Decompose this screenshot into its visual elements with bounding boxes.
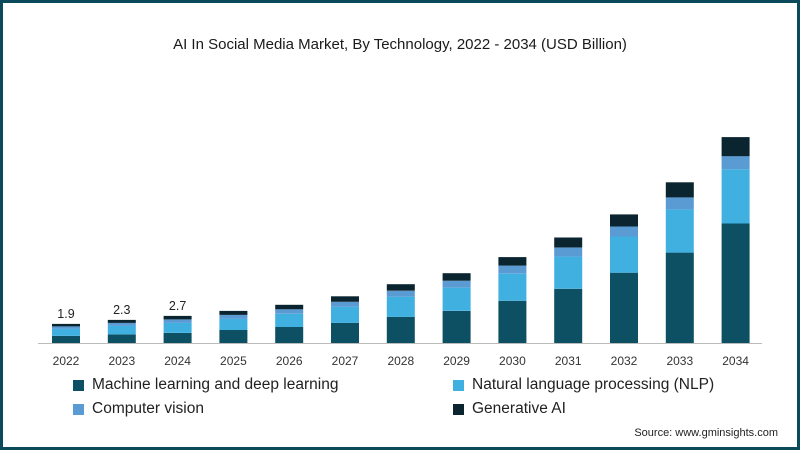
bar-2032-series-3 [610, 214, 638, 227]
bar-2024-series-3 [163, 315, 192, 320]
bar-2027-series-2 [331, 301, 359, 307]
legend-label-genai: Generative AI [472, 400, 566, 417]
bar-2024-series-1 [163, 322, 192, 333]
bar-2031-series-2 [554, 247, 583, 257]
x-tick-2033: 2033 [666, 354, 693, 368]
legend-swatch-cv [73, 403, 84, 415]
bar-2022-series-0 [52, 336, 80, 343]
bar-2030-series-3 [498, 257, 527, 266]
x-tick-labels: 2022 2023 2024 2025 2026 2027 2028 2029 2030 2031… [53, 354, 750, 368]
bar-2033-series-3 [665, 182, 694, 198]
bar-2024-series-0 [163, 333, 192, 343]
x-tick-2032: 2032 [611, 354, 638, 368]
bar-2032-series-0 [610, 272, 638, 343]
bar-2023-series-1 [107, 325, 136, 335]
bar-2032-series-1 [610, 236, 638, 273]
bar-2023-series-2 [107, 322, 136, 326]
bar-2023-series-3 [107, 319, 136, 323]
data-labels: 1.9 2.3 2.7 [57, 299, 186, 321]
bar-2029-series-3 [442, 273, 471, 281]
x-tick-2027: 2027 [332, 354, 359, 368]
bar-2029-series-2 [442, 280, 471, 288]
bar-2027-series-1 [331, 306, 359, 323]
chart-title: AI In Social Media Market, By Technology… [173, 36, 627, 53]
bar-2022-series-1 [52, 328, 80, 336]
bar-2032-series-2 [610, 226, 638, 237]
legend-item-cv: Computer vision [73, 400, 204, 418]
bar-2033-series-0 [665, 252, 694, 343]
x-tick-2023: 2023 [108, 354, 135, 368]
bar-2026-series-3 [275, 304, 304, 310]
bar-2024-series-2 [163, 319, 192, 323]
bar-2028-series-2 [386, 290, 415, 297]
bar-2022-series-2 [52, 326, 80, 329]
x-tick-2025: 2025 [220, 354, 247, 368]
bar-2029-series-0 [442, 310, 471, 343]
x-tick-2029: 2029 [443, 354, 470, 368]
bar-2030-series-2 [498, 265, 527, 274]
x-tick-2026: 2026 [276, 354, 303, 368]
legend-swatch-nlp [453, 379, 464, 391]
bar-2028-series-0 [386, 316, 415, 343]
bar-2030-series-1 [498, 273, 527, 301]
data-label-2022: 1.9 [57, 307, 74, 321]
bar-2027-series-3 [331, 296, 359, 302]
bar-2029-series-1 [442, 287, 471, 311]
legend-item-ml: Machine learning and deep learning [73, 376, 338, 394]
bar-2028-series-3 [386, 284, 415, 291]
x-tick-2034: 2034 [722, 354, 749, 368]
legend-label-nlp: Natural language processing (NLP) [472, 376, 715, 393]
bar-2033-series-1 [665, 209, 694, 253]
x-tick-2028: 2028 [387, 354, 414, 368]
bar-2027-series-0 [331, 322, 359, 343]
bar-2034-series-0 [721, 223, 750, 343]
bar-2033-series-2 [665, 197, 694, 210]
bar-2023-series-0 [107, 334, 136, 343]
legend-item-nlp: Natural language processing (NLP) [453, 376, 714, 394]
bar-2030-series-0 [498, 300, 527, 343]
bar-2031-series-1 [554, 256, 583, 289]
bar-2026-series-1 [275, 313, 304, 327]
legend-swatch-genai [453, 403, 464, 415]
legend-item-genai: Generative AI [453, 400, 566, 418]
bar-2031-series-0 [554, 288, 583, 344]
legend-label-cv: Computer vision [92, 400, 204, 417]
bar-2034-series-1 [721, 169, 750, 224]
x-tick-2031: 2031 [555, 354, 582, 368]
source-note: Source: www.gminsights.com [634, 427, 778, 439]
bar-2031-series-3 [554, 237, 583, 248]
x-tick-2030: 2030 [499, 354, 526, 368]
legend-label-ml: Machine learning and deep learning [92, 376, 339, 393]
legend-swatch-ml [73, 379, 84, 391]
data-label-2023: 2.3 [113, 303, 130, 317]
bar-2026-series-2 [275, 309, 304, 314]
data-label-2024: 2.7 [169, 299, 186, 313]
bar-group [52, 137, 750, 344]
bar-2034-series-2 [721, 156, 750, 170]
bar-2025-series-3 [219, 310, 248, 315]
bar-2025-series-0 [219, 329, 248, 343]
x-tick-2022: 2022 [53, 354, 80, 368]
bar-2025-series-2 [219, 314, 248, 319]
x-tick-2024: 2024 [164, 354, 191, 368]
bar-2028-series-1 [386, 296, 415, 317]
bar-2025-series-1 [219, 318, 248, 330]
bar-2022-series-3 [52, 323, 80, 327]
bar-2034-series-3 [721, 137, 750, 157]
bar-2026-series-0 [275, 326, 304, 343]
